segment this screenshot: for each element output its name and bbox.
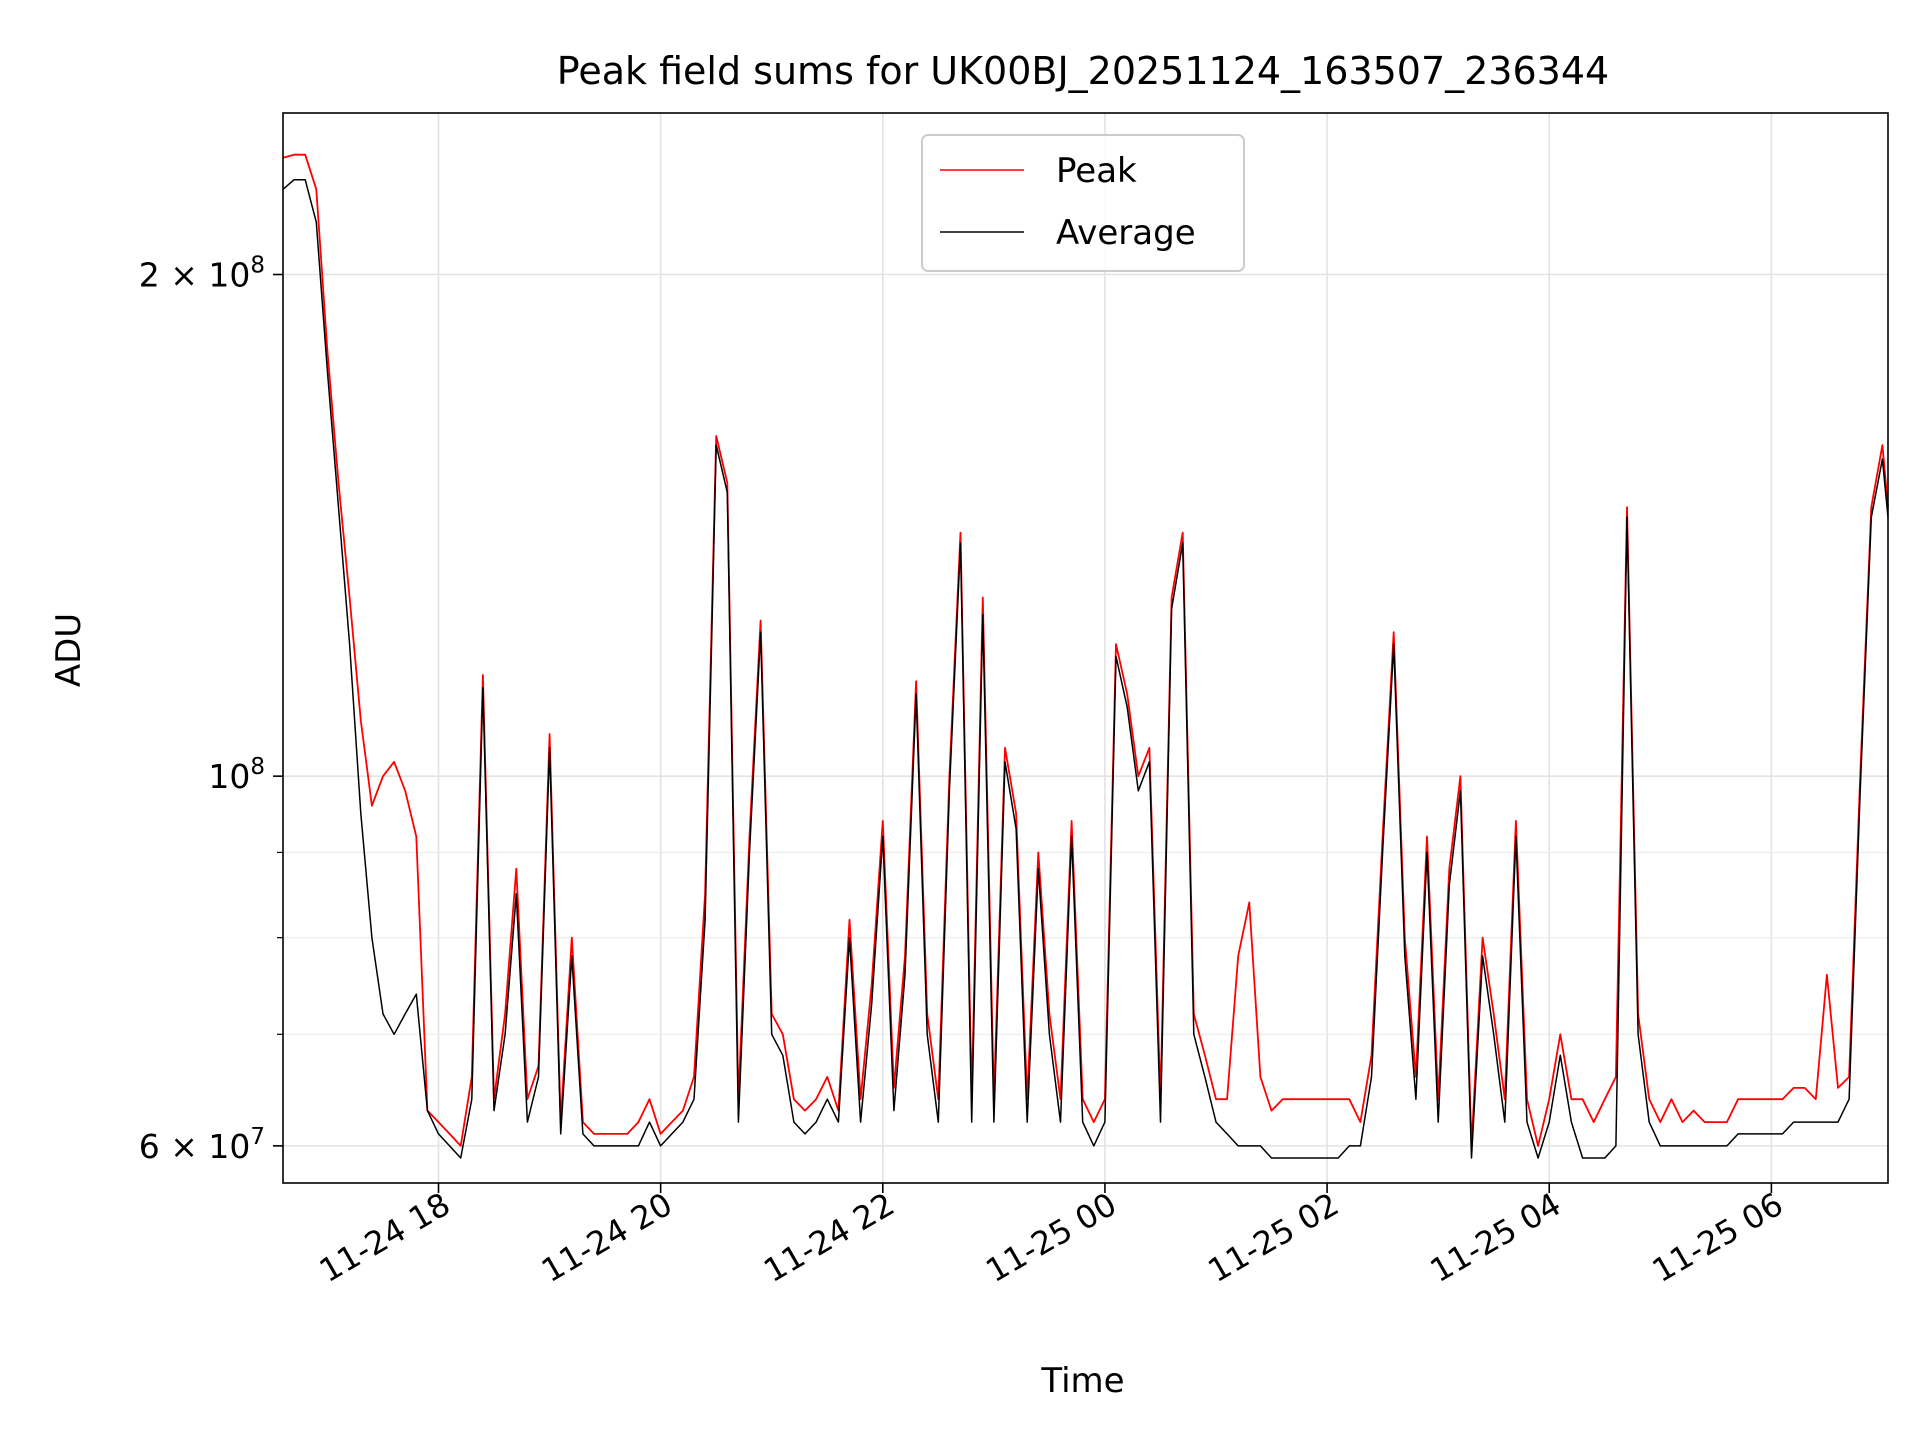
legend: Peak Average xyxy=(921,134,1245,272)
x-axis-label: Time xyxy=(1040,1361,1124,1401)
y-tick-label: 2 × 108 xyxy=(139,253,265,295)
y-tick-label: 108 xyxy=(208,754,265,796)
y-tick-label: 6 × 107 xyxy=(139,1124,265,1166)
series-line-average xyxy=(282,178,1889,1159)
series-layer xyxy=(282,153,1889,1159)
plot-frame xyxy=(282,112,1889,1184)
y-axis-label: ADU xyxy=(49,613,89,687)
legend-label-average: Average xyxy=(1056,213,1196,253)
legend-box xyxy=(921,134,1245,272)
legend-label-peak: Peak xyxy=(1056,151,1137,191)
y-axis: 6 × 107 108 2 × 108 xyxy=(139,253,283,1166)
chart-title: Peak field sums for UK00BJ_20251124_1635… xyxy=(557,49,1609,93)
